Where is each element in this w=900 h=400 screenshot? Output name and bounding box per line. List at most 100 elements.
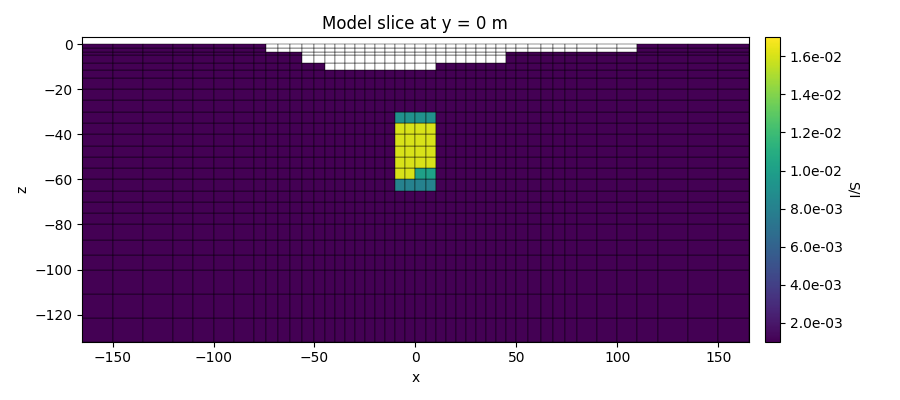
Bar: [112, 213, 143, 224]
Bar: [173, 168, 194, 179]
Bar: [496, 318, 507, 342]
Bar: [486, 44, 496, 48]
Bar: [446, 100, 455, 112]
Bar: [688, 52, 718, 55]
Bar: [718, 112, 749, 123]
Bar: [416, 157, 426, 168]
Bar: [637, 44, 658, 48]
Bar: [507, 254, 517, 270]
Bar: [476, 48, 486, 52]
Bar: [436, 270, 446, 294]
Bar: [507, 55, 517, 63]
Bar: [455, 294, 466, 318]
Bar: [82, 224, 112, 240]
Bar: [688, 63, 718, 70]
Bar: [213, 63, 234, 70]
Bar: [617, 112, 637, 123]
Bar: [355, 224, 365, 240]
Bar: [597, 270, 617, 294]
Bar: [254, 63, 266, 70]
Bar: [405, 78, 416, 89]
Bar: [637, 240, 658, 254]
Bar: [325, 55, 335, 63]
Bar: [446, 224, 455, 240]
Bar: [278, 70, 290, 78]
Bar: [637, 168, 658, 179]
Bar: [385, 52, 395, 55]
Bar: [436, 78, 446, 89]
Bar: [254, 157, 266, 168]
Bar: [416, 44, 426, 48]
Bar: [395, 123, 405, 134]
Bar: [385, 157, 395, 168]
Bar: [507, 202, 517, 213]
Bar: [82, 44, 112, 48]
Bar: [290, 294, 302, 318]
Bar: [688, 179, 718, 191]
Bar: [364, 202, 375, 213]
Bar: [617, 55, 637, 63]
Bar: [302, 224, 314, 240]
Bar: [364, 179, 375, 191]
Bar: [517, 44, 528, 48]
Bar: [302, 179, 314, 191]
Bar: [112, 100, 143, 112]
Bar: [426, 224, 436, 240]
Y-axis label: z: z: [15, 186, 29, 193]
Bar: [385, 70, 395, 78]
Bar: [436, 48, 446, 52]
Bar: [112, 44, 143, 48]
Bar: [426, 112, 436, 123]
Bar: [395, 146, 405, 157]
Bar: [658, 168, 688, 179]
Bar: [345, 70, 355, 78]
Bar: [496, 123, 507, 134]
Bar: [325, 254, 335, 270]
Bar: [496, 112, 507, 123]
Bar: [617, 318, 637, 342]
Bar: [254, 191, 266, 202]
Bar: [426, 179, 436, 191]
Bar: [335, 48, 345, 52]
Bar: [436, 100, 446, 112]
Bar: [173, 112, 194, 123]
Bar: [405, 179, 416, 191]
Bar: [637, 179, 658, 191]
Bar: [278, 63, 290, 70]
Bar: [112, 179, 143, 191]
Bar: [82, 270, 112, 294]
Bar: [345, 179, 355, 191]
Bar: [541, 100, 553, 112]
Bar: [496, 168, 507, 179]
Bar: [355, 240, 365, 254]
Bar: [476, 168, 486, 179]
Bar: [173, 44, 194, 48]
Bar: [194, 254, 213, 270]
Bar: [507, 213, 517, 224]
Bar: [637, 134, 658, 146]
Bar: [82, 48, 112, 52]
Bar: [718, 179, 749, 191]
Bar: [658, 191, 688, 202]
Bar: [597, 134, 617, 146]
Bar: [345, 191, 355, 202]
Bar: [290, 191, 302, 202]
Bar: [436, 44, 446, 48]
Bar: [364, 168, 375, 179]
Bar: [278, 123, 290, 134]
Bar: [617, 63, 637, 70]
Bar: [290, 224, 302, 240]
Bar: [112, 294, 143, 318]
Bar: [688, 134, 718, 146]
Bar: [416, 89, 426, 100]
Bar: [355, 55, 365, 63]
Bar: [143, 146, 173, 157]
Bar: [436, 254, 446, 270]
Bar: [446, 78, 455, 89]
Bar: [565, 44, 577, 48]
Bar: [517, 254, 528, 270]
Bar: [325, 294, 335, 318]
Bar: [718, 270, 749, 294]
Bar: [486, 123, 496, 134]
Bar: [553, 134, 565, 146]
